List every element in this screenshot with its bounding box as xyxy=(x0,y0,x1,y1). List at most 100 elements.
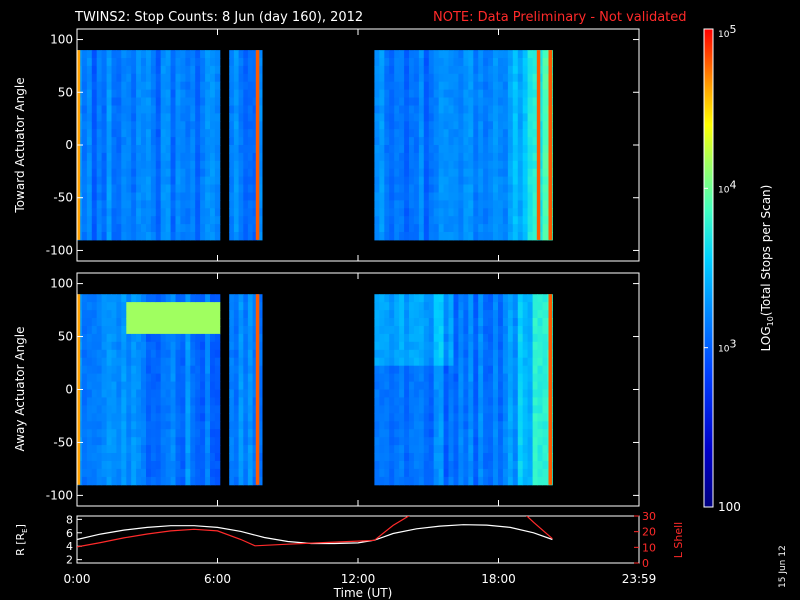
heatmap-cell xyxy=(448,58,454,67)
heatmap-cell xyxy=(121,145,127,154)
heatmap-cell xyxy=(160,318,167,327)
heatmap-cell xyxy=(517,160,524,170)
heatmap-cell xyxy=(522,437,529,446)
heatmap-cell xyxy=(243,381,249,390)
heatmap-cell xyxy=(146,89,152,98)
heatmap-cell xyxy=(243,152,249,162)
heatmap-cell xyxy=(111,476,117,486)
heatmap-cell xyxy=(532,413,538,422)
heatmap-cell xyxy=(165,326,172,335)
heatmap-cell xyxy=(423,97,430,106)
heatmap-cell xyxy=(210,333,216,343)
heatmap-cell xyxy=(493,65,499,75)
heatmap-cell xyxy=(394,302,400,311)
heatmap-cell xyxy=(413,453,420,462)
heatmap-cell xyxy=(404,421,410,430)
heatmap-cell xyxy=(200,373,206,382)
heatmap-cell xyxy=(498,318,504,327)
heatmap-cell xyxy=(443,176,449,185)
heatmap-cell xyxy=(409,129,415,138)
heatmap-cell xyxy=(443,405,449,414)
heatmap-cell xyxy=(195,302,201,311)
heatmap-cell xyxy=(423,65,430,75)
heatmap-cell xyxy=(106,113,112,122)
heatmap-cell xyxy=(86,294,93,303)
heatmap-cell xyxy=(238,97,244,106)
heatmap-cell xyxy=(389,208,395,217)
r-tick-label: 8 xyxy=(66,513,73,526)
heatmap-cell xyxy=(214,113,221,122)
heatmap-cell xyxy=(527,318,533,327)
heatmap-cell xyxy=(527,121,533,130)
heatmap-cell xyxy=(379,397,385,406)
heatmap-cell xyxy=(160,232,167,241)
heatmap-cell xyxy=(413,50,420,59)
heatmap-cell xyxy=(502,129,509,138)
heatmap-cell xyxy=(91,145,98,154)
heatmap-cell xyxy=(443,129,449,138)
heatmap-cell xyxy=(448,208,454,217)
heatmap-cell xyxy=(185,357,191,367)
heatmap-cell xyxy=(106,357,112,367)
heatmap-cell xyxy=(379,437,385,446)
heatmap-cell xyxy=(542,326,548,335)
heatmap-cell xyxy=(106,232,112,241)
heatmap-cell xyxy=(374,58,380,67)
heatmap-cell xyxy=(517,168,524,178)
heatmap-cell xyxy=(512,65,519,75)
heatmap-cell xyxy=(399,58,405,67)
heatmap-cell xyxy=(205,381,211,390)
heatmap-cell xyxy=(522,445,529,454)
heatmap-cell xyxy=(131,89,137,98)
heatmap-cell xyxy=(214,105,221,114)
heatmap-cell xyxy=(150,389,157,398)
heatmap-cell xyxy=(81,357,88,367)
heatmap-cell xyxy=(483,476,489,486)
heatmap-cell xyxy=(542,105,548,114)
heatmap-cell xyxy=(374,145,380,154)
heatmap-cell xyxy=(195,429,201,438)
heatmap-cell xyxy=(483,50,489,59)
heatmap-cell xyxy=(498,145,504,154)
heatmap-cell xyxy=(423,208,430,217)
heatmap-cell xyxy=(210,232,216,241)
heatmap-cell xyxy=(542,476,548,486)
heatmap-cell xyxy=(195,437,201,446)
heatmap-cell xyxy=(423,333,430,343)
heatmap-cell xyxy=(478,357,484,367)
heatmap-cell xyxy=(170,421,176,430)
heatmap-cell xyxy=(165,208,172,217)
heatmap-cell xyxy=(512,326,519,335)
heatmap-cell xyxy=(433,97,440,106)
heatmap-cell xyxy=(141,129,147,138)
heatmap-cell xyxy=(438,81,445,91)
heatmap-cell xyxy=(438,160,445,170)
heatmap-cell xyxy=(473,105,479,114)
heatmap-cell xyxy=(448,429,454,438)
r-tick-label: 4 xyxy=(66,540,73,553)
heatmap-cell xyxy=(394,357,400,367)
heatmap-cell xyxy=(532,129,538,138)
heatmap-cell xyxy=(374,310,380,319)
heatmap-cell xyxy=(150,310,157,319)
heatmap-cell xyxy=(257,121,263,130)
heatmap-cell xyxy=(433,58,440,67)
heatmap-cell xyxy=(522,294,529,303)
heatmap-cell xyxy=(493,413,499,422)
heatmap-cell xyxy=(413,397,420,406)
heatmap-cell xyxy=(175,476,181,486)
heatmap-cell xyxy=(473,365,479,375)
heatmap-cell xyxy=(423,200,430,209)
heatmap-cell xyxy=(537,421,543,430)
heatmap-cell xyxy=(374,160,380,170)
heatmap-cell xyxy=(170,453,176,462)
heatmap-cell xyxy=(423,437,430,446)
heatmap-cell xyxy=(384,349,390,359)
heatmap-cell xyxy=(532,200,538,209)
heatmap-cell xyxy=(453,137,459,146)
heatmap-cell xyxy=(81,413,88,422)
heatmap-cell xyxy=(522,333,529,343)
heatmap-cell xyxy=(121,73,127,83)
heatmap-cell xyxy=(155,192,162,201)
